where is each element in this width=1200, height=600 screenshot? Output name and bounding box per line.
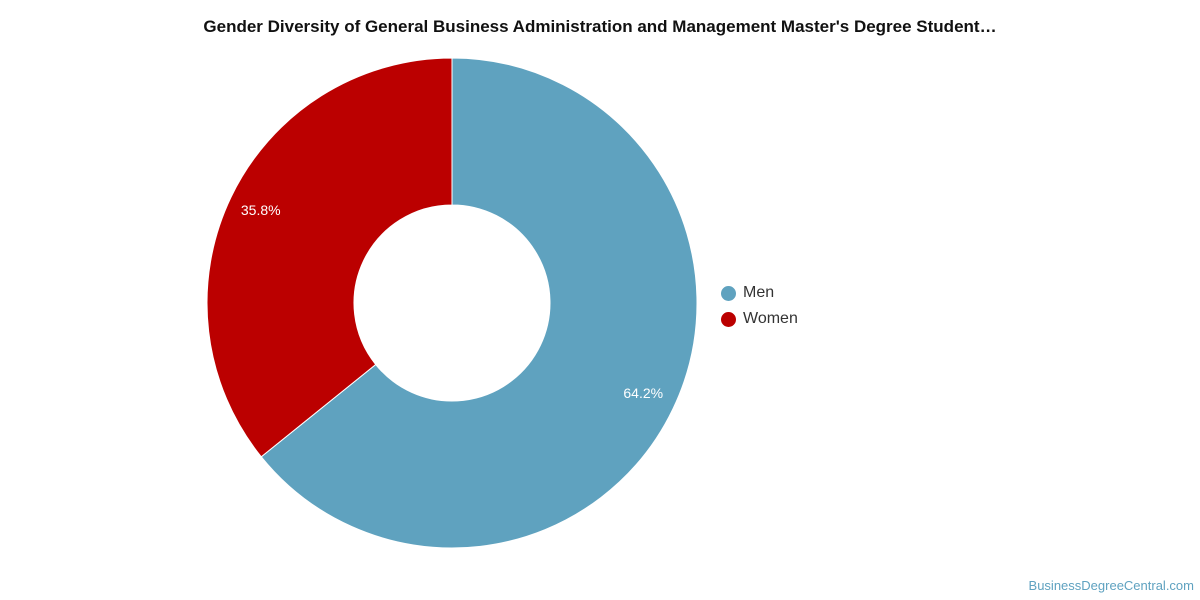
legend-swatch-men: [721, 285, 736, 301]
legend-label-men: Men: [743, 284, 775, 301]
slices-group: [206, 57, 698, 549]
chart-title: Gender Diversity of General Business Adm…: [203, 17, 997, 36]
legend: Men Women: [721, 280, 798, 332]
legend-item-men[interactable]: Men: [721, 280, 798, 306]
slice-label-men: 64.2%: [623, 385, 663, 401]
slice-labels-group: 64.2% 35.8%: [241, 202, 663, 401]
watermark-link[interactable]: BusinessDegreeCentral.com: [1028, 578, 1194, 593]
legend-label-women: Women: [743, 310, 798, 327]
slice-men[interactable]: [260, 57, 698, 549]
legend-swatch-women: [721, 311, 736, 327]
slice-women[interactable]: [206, 57, 453, 458]
legend-item-women[interactable]: Women: [721, 306, 798, 332]
slice-label-women: 35.8%: [241, 202, 281, 218]
